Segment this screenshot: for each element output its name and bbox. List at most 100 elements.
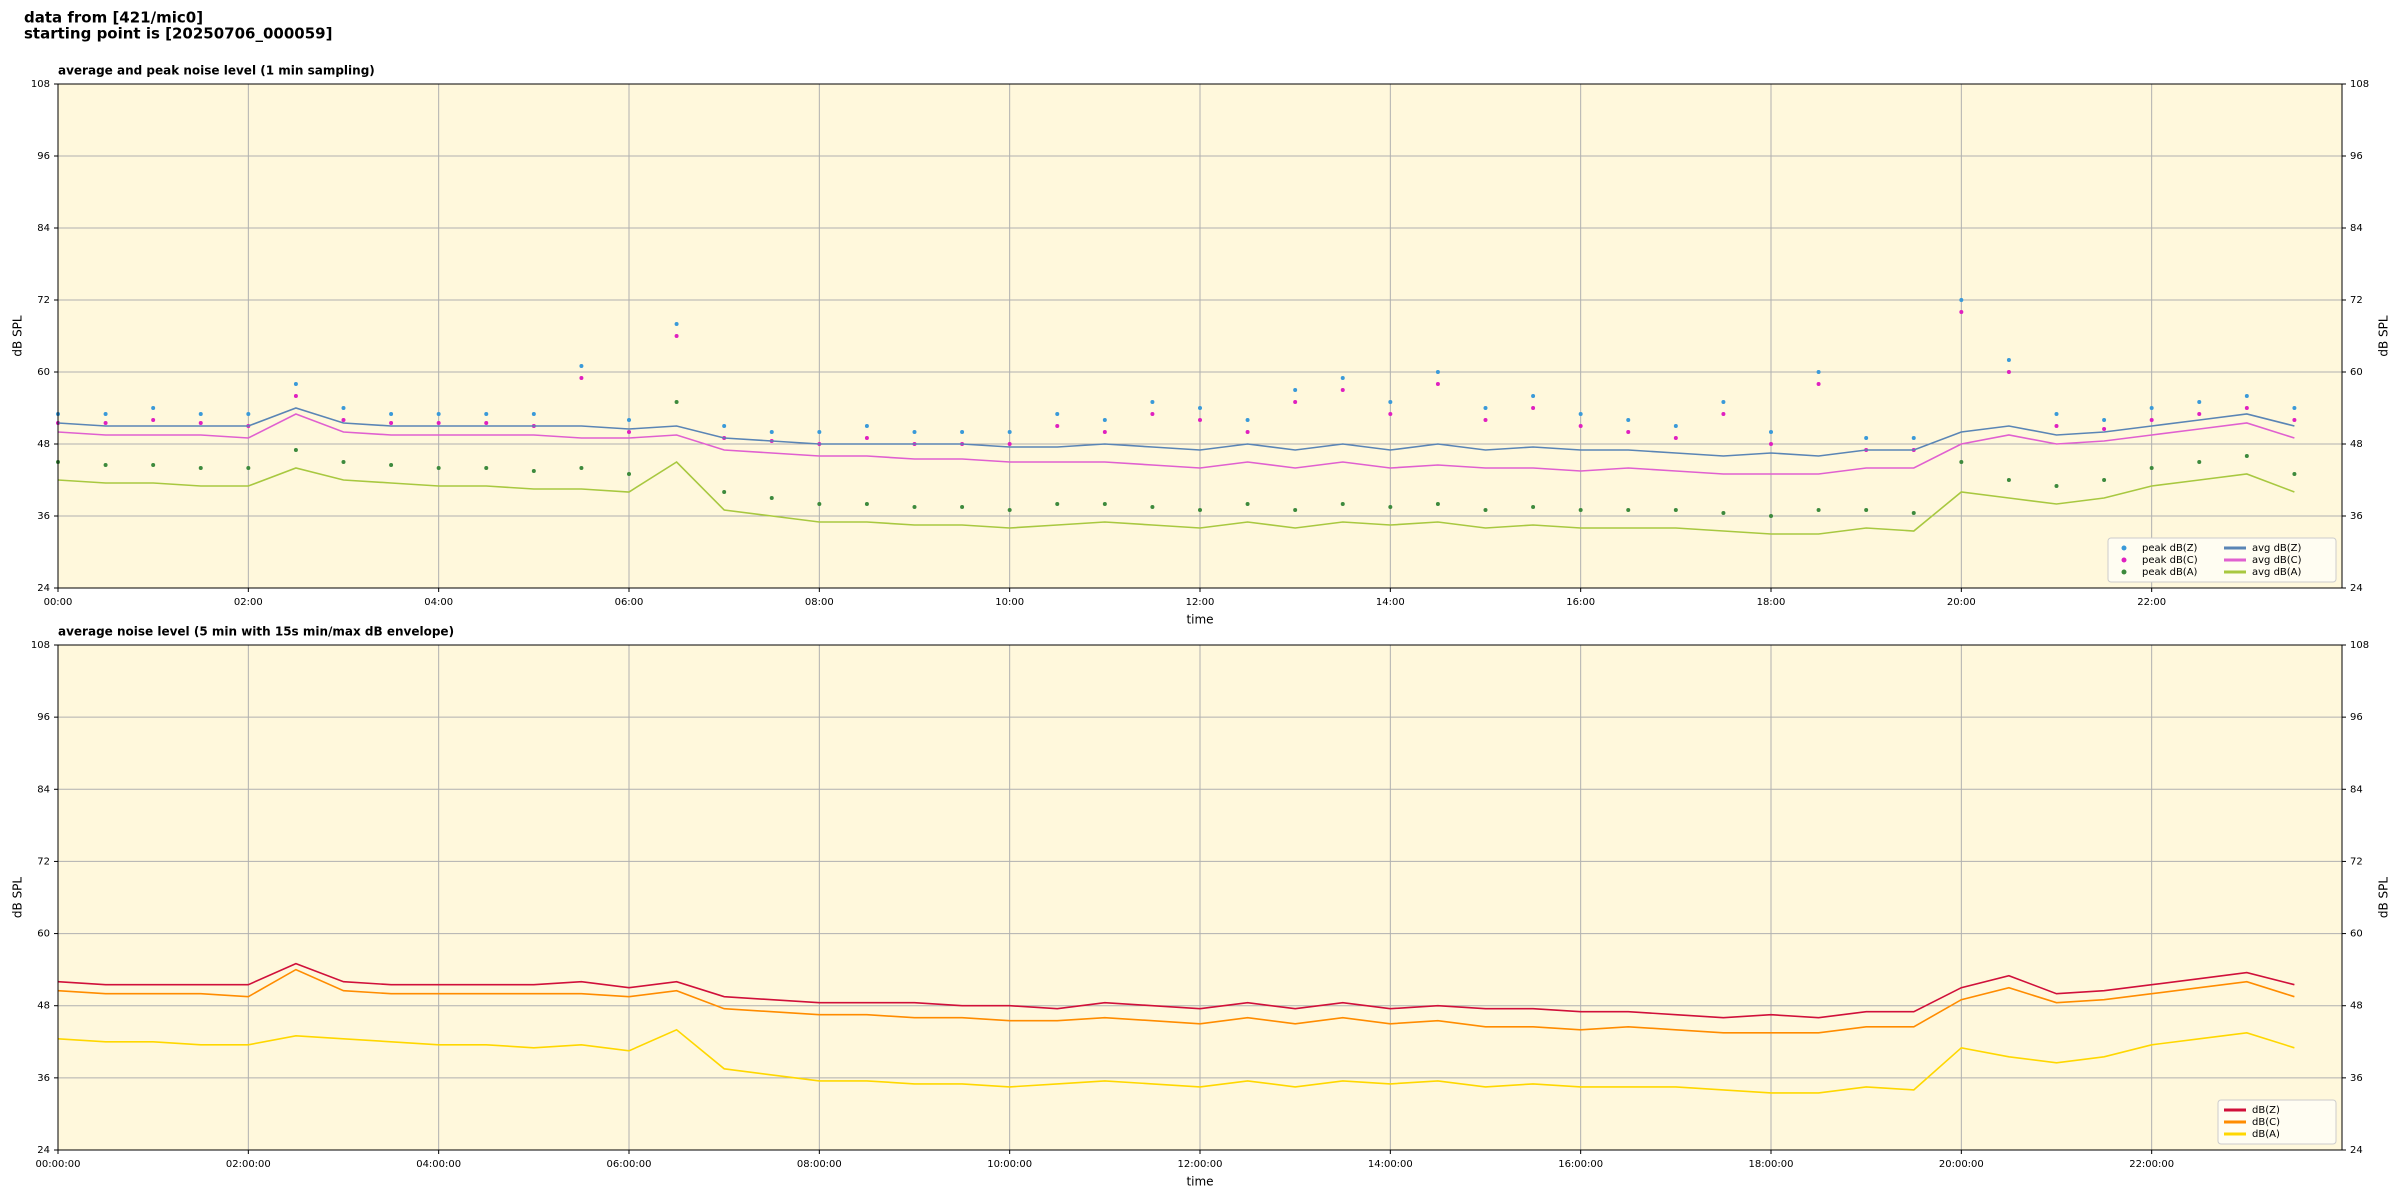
peak-dot (2006, 358, 2011, 362)
peak-dot (864, 436, 869, 440)
x-tick-label: 10:00:00 (987, 1159, 1032, 1170)
peak-dot (341, 406, 346, 410)
peak-dot (1293, 400, 1298, 404)
peak-dot (1673, 508, 1678, 512)
chart-title: average and peak noise level (1 min samp… (58, 64, 375, 78)
peak-dot (1578, 508, 1583, 512)
peak-dot (1626, 418, 1631, 422)
peak-dot (436, 466, 441, 470)
peak-dot (1102, 502, 1107, 506)
peak-dot (1293, 388, 1298, 392)
peak-dot (864, 502, 869, 506)
y-tick-label: 108 (2350, 79, 2369, 90)
peak-dot (151, 406, 156, 410)
peak-dot (2197, 400, 2202, 404)
plot-frame (57, 83, 2343, 589)
y-tick-label: 108 (31, 640, 50, 651)
peak-dot (2292, 418, 2297, 422)
header-line: starting point is [20250706_000059] (24, 25, 332, 43)
series-line (57, 968, 2295, 1034)
x-tick-label: 14:00 (1376, 597, 1405, 608)
legend-label: avg dB(C) (2252, 555, 2302, 566)
x-tick-label: 20:00:00 (1939, 1159, 1984, 1170)
y-tick-label: 96 (37, 712, 50, 723)
peak-dot (1769, 442, 1773, 446)
peak-dot (864, 424, 869, 428)
x-tick-label: 02:00:00 (226, 1159, 271, 1170)
peak-dot (2292, 472, 2297, 476)
x-tick-label: 16:00:00 (1558, 1159, 1603, 1170)
peak-dot (1483, 418, 1488, 422)
peak-dot (1102, 430, 1107, 434)
peak-dot (151, 463, 156, 467)
peak-dot (1673, 424, 1678, 428)
peak-dot (1816, 370, 1821, 374)
y-tick-label: 60 (37, 367, 50, 378)
peak-dot (1531, 394, 1536, 398)
peak-dot (2244, 454, 2249, 458)
peak-dot (1293, 508, 1298, 512)
peak-dot (1816, 508, 1821, 512)
x-tick-label: 04:00:00 (416, 1159, 461, 1170)
legend-label: dB(C) (2252, 1117, 2280, 1128)
y-tick-label: 24 (37, 583, 50, 594)
peak-dot (627, 430, 631, 434)
peak-dot (1959, 298, 1964, 302)
peak-dot (1150, 400, 1155, 404)
peak-dot (1055, 502, 1060, 506)
y-tick-label: 60 (37, 929, 50, 940)
peak-dot (1864, 436, 1869, 440)
y-tick-label: 72 (37, 295, 50, 306)
peak-dot (2149, 466, 2154, 470)
peak-dot (103, 421, 108, 425)
legend-label: peak dB(Z) (2142, 543, 2198, 554)
peak-dot (960, 430, 965, 434)
peak-dot (1531, 505, 1536, 509)
peak-dot (531, 412, 536, 416)
legend-box (2217, 1099, 2337, 1145)
legend-marker (2121, 569, 2127, 575)
peak-dot (1388, 412, 1393, 416)
chart-title: average noise level (5 min with 15s min/… (58, 625, 454, 639)
peak-dot (531, 469, 536, 473)
peak-dot (436, 412, 441, 416)
peak-dot (1626, 508, 1631, 512)
x-tick-label: 20:00 (1947, 597, 1976, 608)
peak-dot (722, 490, 727, 494)
peak-dot (1959, 310, 1964, 314)
y-axis-label: dB SPL (2377, 315, 2391, 357)
peak-dot (246, 412, 251, 416)
y-tick-label: 36 (37, 511, 50, 522)
peak-dot (389, 463, 394, 467)
legend-marker (2121, 545, 2127, 551)
series-line (57, 1028, 2295, 1094)
x-tick-label: 10:00 (995, 597, 1024, 608)
x-tick-label: 22:00:00 (2129, 1159, 2174, 1170)
peak-dot (1340, 376, 1345, 380)
peak-dot (1769, 430, 1773, 434)
y-tick-label: 96 (2350, 151, 2363, 162)
peak-dot (1198, 508, 1202, 512)
peak-dot (293, 448, 298, 452)
peak-dot (1911, 436, 1916, 440)
x-tick-label: 14:00:00 (1368, 1159, 1413, 1170)
peak-dot (1911, 511, 1916, 515)
legend-marker (2121, 557, 2127, 563)
peak-dot (484, 421, 489, 425)
x-tick-label: 12:00:00 (1178, 1159, 1223, 1170)
peak-dot (484, 466, 489, 470)
y-tick-label: 96 (37, 151, 50, 162)
x-tick-label: 18:00:00 (1749, 1159, 1794, 1170)
peak-dot (1721, 412, 1726, 416)
y-tick-label: 60 (2350, 367, 2363, 378)
y-tick-label: 36 (2350, 511, 2363, 522)
y-tick-label: 84 (2350, 223, 2363, 234)
x-tick-label: 00:00 (44, 597, 73, 608)
peak-dot (341, 418, 346, 422)
peak-dot (151, 418, 156, 422)
peak-dot (1245, 502, 1250, 506)
peak-dot (912, 505, 917, 509)
peak-dot (627, 418, 631, 422)
peak-dot (1483, 406, 1488, 410)
peak-dot (2102, 478, 2107, 482)
